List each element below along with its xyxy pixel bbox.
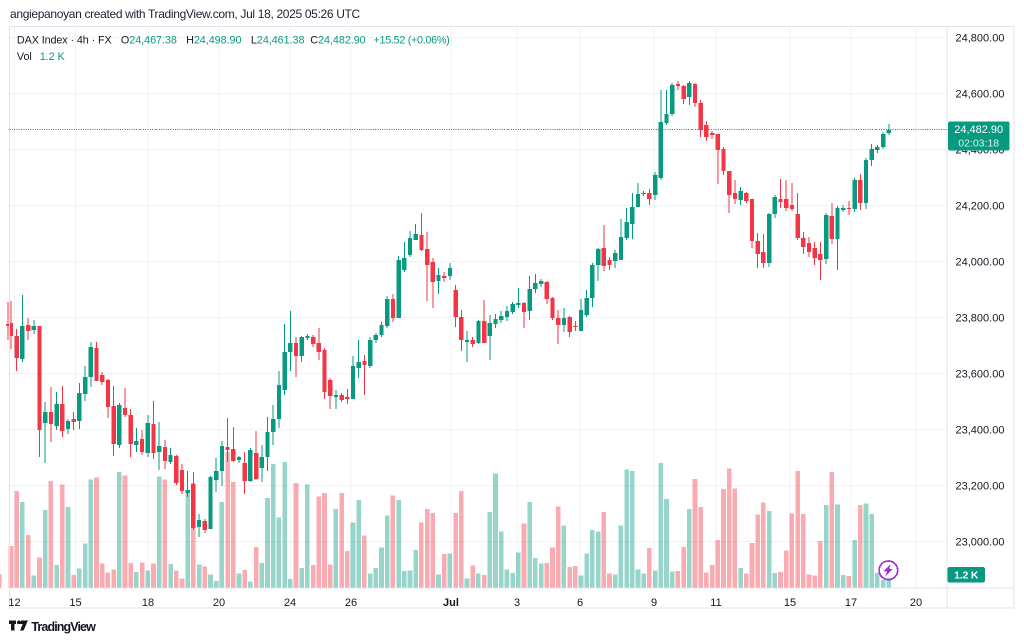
svg-text:23,600.00: 23,600.00 [956, 368, 1005, 380]
svg-text:26: 26 [345, 597, 357, 609]
svg-text:3: 3 [514, 597, 520, 609]
svg-text:24,600.00: 24,600.00 [956, 88, 1005, 100]
svg-text:12: 12 [8, 597, 20, 609]
svg-text:23,800.00: 23,800.00 [956, 312, 1005, 324]
svg-text:15: 15 [69, 597, 81, 609]
svg-text:23,400.00: 23,400.00 [956, 424, 1005, 436]
svg-text:24,000.00: 24,000.00 [956, 256, 1005, 268]
svg-text:O24,467.38: O24,467.38 [121, 35, 177, 47]
svg-text:24,482.90: 24,482.90 [954, 124, 1003, 136]
svg-text:Vol: Vol [17, 51, 32, 63]
svg-text:+15.52 (+0.06%): +15.52 (+0.06%) [374, 35, 450, 47]
svg-text:angiepanoyan created with Trad: angiepanoyan created with TradingView.co… [10, 7, 361, 21]
svg-text:20: 20 [213, 597, 225, 609]
svg-text:20: 20 [910, 597, 922, 609]
svg-text:23,000.00: 23,000.00 [956, 536, 1005, 548]
svg-text:18: 18 [142, 597, 154, 609]
svg-text:DAX Index · 4h · FX: DAX Index · 4h · FX [17, 35, 112, 47]
svg-text:9: 9 [651, 597, 657, 609]
svg-text:24,800.00: 24,800.00 [956, 32, 1005, 44]
svg-text:Jul: Jul [443, 597, 459, 609]
svg-text:24: 24 [284, 597, 296, 609]
svg-text:02:03:18: 02:03:18 [958, 137, 999, 149]
svg-text:1.2 K: 1.2 K [40, 51, 66, 63]
svg-text:C24,482.90: C24,482.90 [310, 35, 365, 47]
svg-text:6: 6 [577, 597, 583, 609]
svg-text:1.2 K: 1.2 K [954, 570, 979, 582]
svg-text:15: 15 [784, 597, 796, 609]
svg-text:17: 17 [845, 597, 857, 609]
svg-text:23,200.00: 23,200.00 [956, 480, 1005, 492]
svg-text:TradingView: TradingView [31, 620, 96, 634]
svg-text:H24,498.90: H24,498.90 [186, 35, 241, 47]
svg-text:L24,461.38: L24,461.38 [251, 35, 305, 47]
svg-text:24,200.00: 24,200.00 [956, 200, 1005, 212]
svg-text:11: 11 [710, 597, 721, 609]
